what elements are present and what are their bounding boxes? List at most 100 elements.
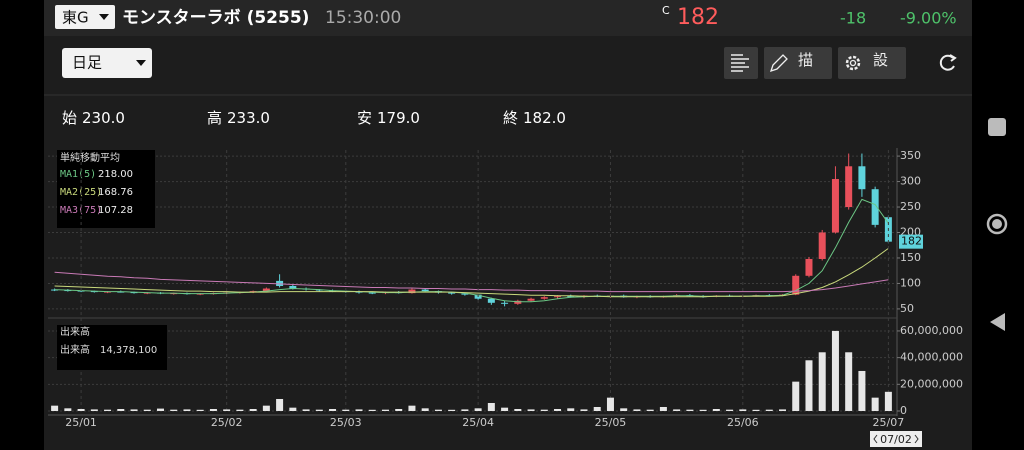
volume-bar [831, 330, 839, 411]
ohlc-value: 182.0 [523, 109, 566, 127]
candle-body [196, 293, 204, 295]
volume-bar [620, 408, 628, 411]
volume-bar [236, 409, 244, 411]
refresh-icon[interactable] [939, 54, 955, 71]
dropdown-arrow [99, 14, 109, 20]
legend-value: 218.00 [98, 169, 133, 180]
volume-bar [434, 409, 442, 411]
volume-bar [421, 408, 429, 411]
recent-apps[interactable] [988, 118, 1006, 136]
volume-bar [540, 409, 548, 411]
volume-bar [130, 409, 138, 411]
volume-bar [209, 408, 217, 411]
volume-bar [567, 408, 575, 411]
x-tick-label: 25/04 [462, 416, 494, 429]
volume-bar [805, 360, 813, 411]
candle-body [368, 292, 376, 294]
candle-body [540, 297, 548, 299]
volume-bar [461, 409, 469, 411]
candle-body [567, 296, 575, 298]
candle-body [421, 289, 429, 292]
volume-bar [712, 408, 720, 411]
volume-bar [792, 381, 800, 411]
ma-line [54, 271, 889, 293]
candle-body [249, 291, 257, 293]
volume-bar [156, 408, 164, 411]
volume-bar [51, 405, 59, 411]
volume-bar [871, 397, 879, 411]
legend-title: 出来高 [60, 325, 90, 338]
home-button [992, 219, 1002, 229]
volume-bar [646, 409, 654, 411]
stock-name: モンスターラボ (5255) [122, 8, 309, 28]
home-button[interactable] [986, 213, 1008, 235]
volume-bar [262, 405, 270, 411]
y-tick-label: 300 [900, 175, 921, 188]
ohlc-label: 終 [503, 109, 518, 127]
candle-body [461, 293, 469, 295]
volume-bar [884, 391, 892, 411]
volume-bar [514, 408, 522, 411]
top-bar [44, 0, 972, 36]
x-tick-label: 25/02 [211, 416, 243, 429]
back-button[interactable] [990, 313, 1005, 331]
settings-label: 設定 [873, 51, 889, 69]
x-tick-label: 25/01 [65, 416, 97, 429]
legend-name: 出来高 [60, 343, 90, 356]
market-dropdown[interactable] [55, 5, 115, 29]
y-tick-label: 0 [900, 404, 907, 417]
settings-button[interactable] [838, 47, 906, 79]
y-tick-label: 100 [900, 276, 921, 289]
candle-body [408, 289, 416, 294]
period-dropdown[interactable] [62, 48, 152, 78]
volume-bar [858, 370, 866, 411]
volume-bar [686, 409, 694, 411]
volume-bar [183, 409, 191, 411]
ohlc-label: 始 [62, 109, 77, 127]
volume-bar [501, 407, 509, 411]
plot: 始 230.0 高 233.0 安 179.0 終 182.05010015020025030… [48, 109, 963, 429]
y-tick-label: 250 [900, 200, 921, 213]
gear-icon [845, 55, 861, 71]
ohlc-item: 安 179.0 [357, 109, 420, 127]
candle-body [805, 258, 813, 276]
candle-body [554, 296, 562, 298]
volume-bar [315, 409, 323, 411]
volume-bar [289, 407, 297, 411]
volume-bar [448, 409, 456, 411]
volume-bar [699, 409, 707, 411]
legend-value: 14,378,100 [100, 345, 157, 356]
legend-title: 単純移動平均 [60, 151, 120, 164]
legend-value: 168.76 [98, 187, 133, 198]
cursor-date-box[interactable] [870, 431, 922, 447]
y-tick-label: 150 [900, 251, 921, 264]
legend-box [57, 325, 167, 370]
volume-bar [196, 409, 204, 411]
cursor-date: 07/02 [880, 433, 912, 446]
volume-bar [408, 405, 416, 411]
volume-bar [342, 409, 350, 411]
time: 15:30:00 [325, 8, 401, 28]
legend-value: 107.28 [98, 205, 133, 216]
draw-button[interactable] [764, 47, 832, 79]
y-tick-label: 40,000,000 [900, 351, 963, 364]
candle-body [143, 292, 151, 294]
volume-bar [355, 409, 363, 411]
legend-box [57, 150, 155, 228]
y-tick-label: 20,000,000 [900, 377, 963, 390]
candle-body [818, 232, 826, 259]
legend-name: MA1(5) [60, 169, 96, 180]
x-tick-label: 25/03 [330, 416, 362, 429]
x-tick-label: 25/07 [873, 416, 905, 429]
gear-icon [849, 59, 857, 67]
volume-bar [593, 406, 601, 411]
volume-bar [739, 409, 747, 411]
volume-bar [845, 352, 853, 411]
change: -18 [840, 9, 866, 28]
volume-bar [527, 409, 535, 411]
candle-body [262, 288, 270, 292]
price-flag: C [662, 4, 670, 17]
ohlc-item: 始 230.0 [62, 109, 125, 127]
volume-bar [90, 409, 98, 411]
ohlc-label: 高 [207, 109, 222, 127]
